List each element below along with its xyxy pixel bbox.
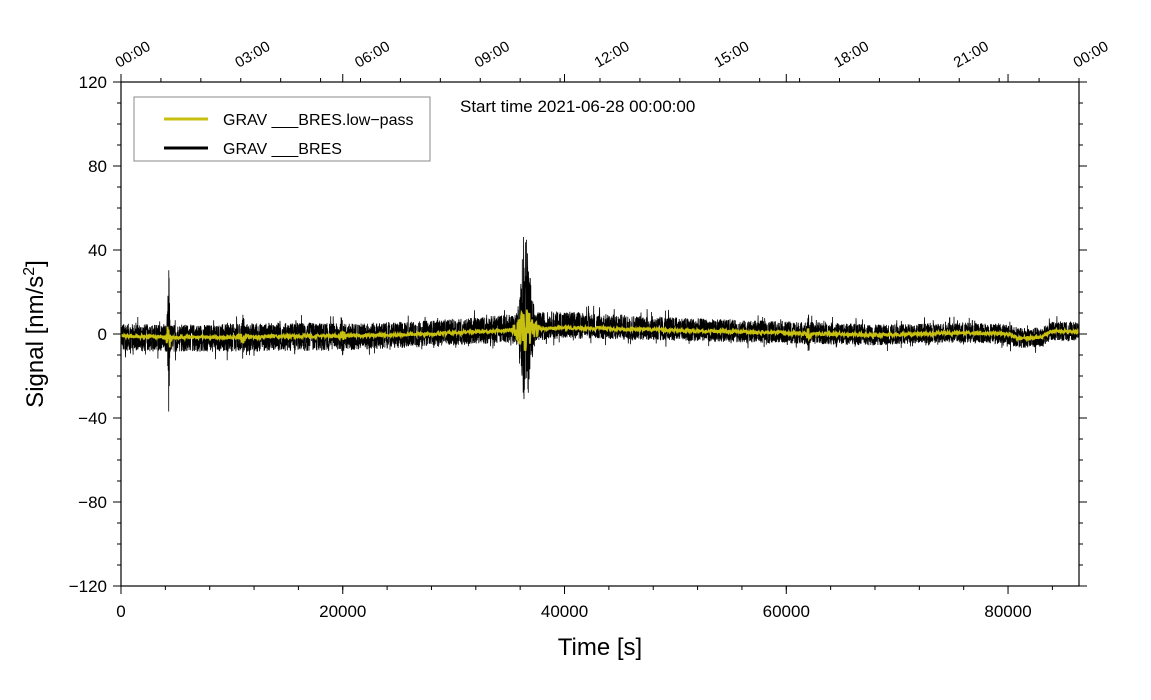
x-tick-label: 20000 [319,602,366,621]
top-time-label: 15:00 [711,38,752,71]
x-tick-label: 40000 [541,602,588,621]
y-tick-label: 0 [98,325,107,344]
y-tick-label: 120 [79,73,107,92]
top-time-label: 00:00 [113,38,154,71]
plot-area [121,236,1079,412]
top-time-label: 12:00 [592,38,633,71]
series-grav-bres-low-pass [121,309,1079,351]
x-tick-label: 80000 [984,602,1031,621]
y-tick-label: 40 [88,241,107,260]
series-grav-bres-line [121,236,1079,412]
top-time-label: 03:00 [232,38,273,71]
y-tick-label: −80 [78,493,107,512]
axes: 0 20000 40000 60000 80000 00:00 03:00 06:00 09:0… [69,38,1112,621]
series-grav-bres [121,236,1079,412]
top-time-label: 06:00 [352,38,393,71]
y-tick-label: 80 [88,157,107,176]
x-tick-label: 60000 [763,602,810,621]
legend-label-low-pass: GRAV ___BRES.low−pass [223,112,413,129]
legend: GRAV ___BRES.low−pass GRAV ___BRES [133,96,431,162]
y-tick-label: −120 [69,577,107,596]
y-axis-title: Signal [nm/s2] [21,260,49,408]
x-axis-title: Time [s] [558,634,642,661]
legend-box [133,96,431,162]
y-axis-title-end: ] [22,260,49,267]
y-tick-label: −40 [78,409,107,428]
start-time-annotation: Start time 2021-06-28 00:00:00 [460,97,695,116]
top-time-label: 09:00 [472,38,513,71]
y-axis-title-main: Signal [nm/s [22,276,49,408]
top-time-label: 00:00 [1071,38,1112,71]
plot-frame [120,81,1080,587]
legend-label-raw: GRAV ___BRES [223,141,342,158]
top-time-label: 21:00 [951,38,992,71]
y-axis-title-sup: 2 [21,267,38,276]
x-tick-label: 0 [116,602,125,621]
top-time-label: 18:00 [831,38,872,71]
